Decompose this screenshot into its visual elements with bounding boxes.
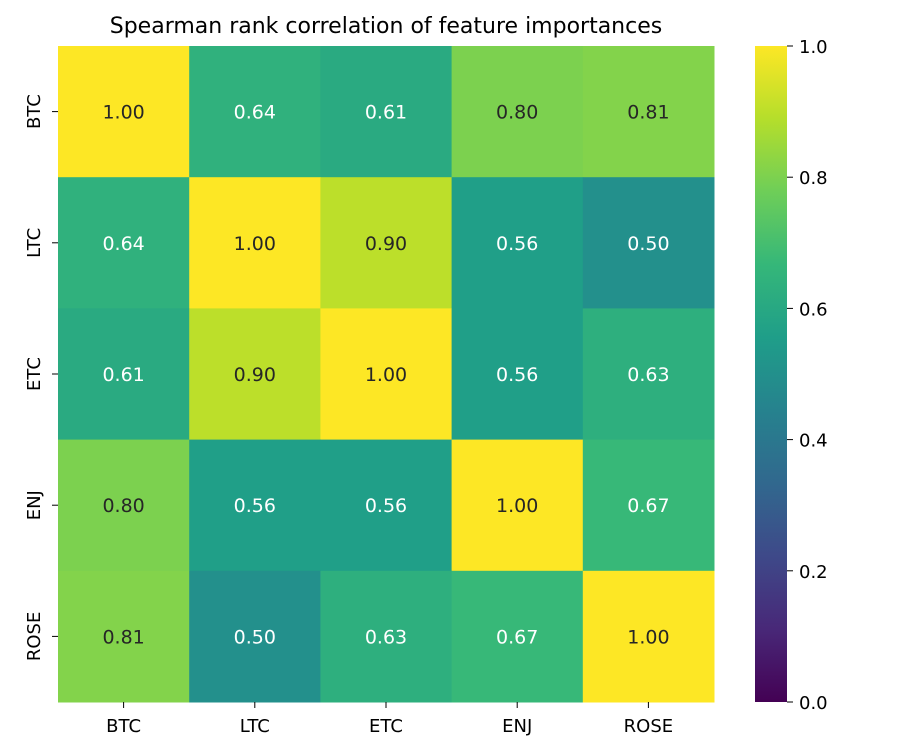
cell-value-label: 0.56 [365,495,407,517]
heatmap-cell-btc-enj [451,46,584,178]
x-tick-label: BTC [106,716,141,737]
cell-value-label: 0.61 [102,364,144,386]
heatmap-cell-ltc-btc [58,177,190,309]
cell-value-label: 1.00 [102,102,144,124]
y-tick-label: ENJ [24,490,45,520]
colorbar-tick-label: 1.0 [799,37,828,58]
cell-value-label: 0.61 [365,102,407,124]
chart-title: Spearman rank correlation of feature imp… [110,14,662,39]
colorbar-tick-label: 0.0 [799,693,828,714]
cell-value-label: 0.80 [496,102,538,124]
x-axis: BTC LTC ETC ENJ ROSE [106,702,673,737]
heatmap-cells [58,46,715,703]
cell-value-label: 0.90 [234,364,276,386]
cell-value-label: 0.50 [627,233,669,255]
colorbar-tick-label: 0.2 [799,562,828,583]
colorbar-tick-label: 0.8 [799,168,828,189]
colorbar-tick-label: 0.4 [799,431,828,452]
cell-value-label: 0.56 [496,364,538,386]
y-tick-label: ETC [24,357,45,391]
heatmap-cell-rose-rose [582,570,715,703]
heatmap-cell-enj-ltc [189,439,321,572]
cell-value-label: 0.64 [102,233,144,255]
heatmap-cell-ltc-rose [582,177,715,309]
heatmap-cell-rose-etc [320,570,453,703]
colorbar-gradient [755,46,787,702]
heatmap-cell-rose-btc [58,570,190,703]
heatmap-cell-rose-enj [451,570,584,703]
heatmap-cell-enj-etc [320,439,453,572]
heatmap-cell-btc-btc [58,46,190,178]
heatmap-cell-enj-enj [451,439,584,572]
y-tick-label: ROSE [24,612,45,661]
cell-value-label: 0.63 [365,626,407,648]
colorbar-tick-label: 0.6 [799,299,828,320]
heatmap-cell-etc-ltc [189,308,321,441]
heatmap-cell-ltc-ltc [189,177,321,309]
cell-value-label: 0.80 [102,495,144,517]
cell-value-label: 0.50 [234,626,276,648]
heatmap-cell-btc-etc [320,46,453,178]
x-tick-label: ETC [369,716,403,737]
heatmap-cell-ltc-enj [451,177,584,309]
cell-value-label: 1.00 [627,626,669,648]
y-tick-label: LTC [24,228,45,258]
heatmap-cell-btc-ltc [189,46,321,178]
heatmap-cell-etc-etc [320,308,453,441]
y-axis: BTC LTC ETC ENJ ROSE [24,94,58,661]
cell-value-label: 0.67 [627,495,669,517]
cell-value-label: 0.90 [365,233,407,255]
cell-value-label: 0.64 [234,102,276,124]
cell-value-label: 0.63 [627,364,669,386]
heatmap-cell-etc-btc [58,308,190,441]
heatmap-cell-etc-rose [582,308,715,441]
x-tick-label: ENJ [502,716,532,737]
heatmap-cell-enj-rose [582,439,715,572]
cell-value-label: 0.81 [102,626,144,648]
heatmap-cell-btc-rose [582,46,715,178]
cell-value-label: 1.00 [365,364,407,386]
cell-value-label: 0.67 [496,626,538,648]
heatmap-cell-etc-enj [451,308,584,441]
cell-value-label: 0.56 [496,233,538,255]
colorbar: 0.0 0.2 0.4 0.6 0.8 1.0 [755,37,828,714]
y-tick-label: BTC [24,94,45,129]
heatmap-cell-rose-ltc [189,570,321,703]
cell-value-label: 0.56 [234,495,276,517]
x-tick-label: ROSE [624,716,673,737]
heatmap-cell-labels: 1.00 0.64 0.61 0.80 0.81 0.64 1.00 0.90 0.56 0.50… [102,102,669,649]
cell-value-label: 1.00 [234,233,276,255]
heatmap-cell-ltc-etc [320,177,453,309]
colorbar-ticks: 0.0 0.2 0.4 0.6 0.8 1.0 [787,37,828,714]
cell-value-label: 1.00 [496,495,538,517]
cell-value-label: 0.81 [627,102,669,124]
x-tick-label: LTC [240,716,270,737]
heatmap-cell-enj-btc [58,439,190,572]
